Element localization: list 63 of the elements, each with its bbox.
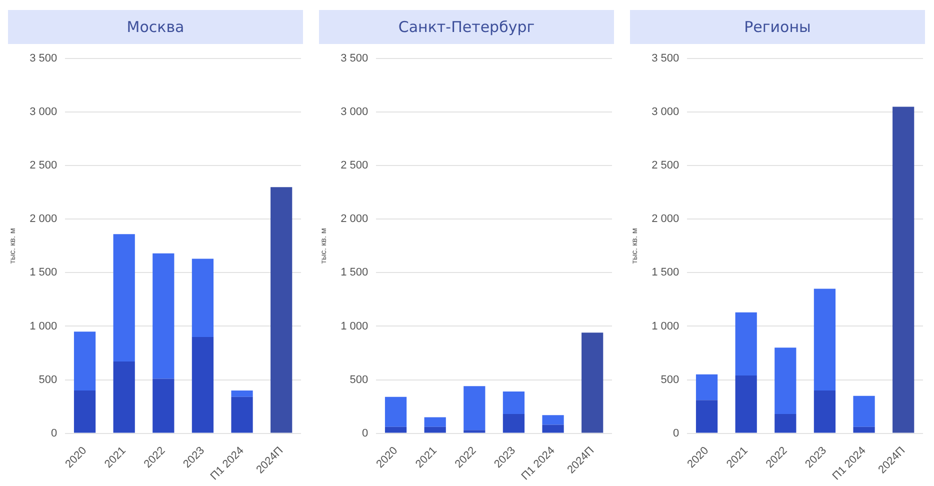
bar	[192, 336, 214, 433]
bar	[231, 390, 253, 397]
bar	[696, 400, 718, 433]
bar	[424, 417, 446, 427]
bar	[735, 375, 757, 433]
bar	[464, 386, 486, 430]
chart-title: Регионы	[630, 10, 925, 44]
y-tick-label: 1 000	[652, 320, 680, 332]
chart-title: Москва	[8, 10, 303, 44]
y-tick-label: 3 500	[652, 52, 680, 65]
bar	[113, 362, 135, 433]
y-tick-label: 500	[38, 374, 58, 386]
bar	[814, 390, 836, 433]
bar	[853, 426, 875, 433]
y-tick-label: 2 500	[340, 160, 368, 172]
bar	[424, 426, 446, 433]
y-tick-label: 2 500	[652, 160, 680, 172]
bar	[231, 396, 253, 433]
y-tick-label: 3 000	[340, 106, 368, 118]
bar	[74, 390, 96, 433]
y-tick-label: 1 000	[340, 320, 368, 332]
bar	[152, 253, 174, 379]
bar	[502, 414, 525, 433]
y-tick-label: 2 000	[30, 213, 58, 226]
bar	[542, 415, 564, 425]
bar	[542, 424, 564, 433]
bar	[696, 374, 718, 400]
y-tick-label: 3 500	[30, 52, 58, 65]
bar	[735, 312, 757, 376]
y-tick-label: 3 500	[340, 52, 368, 65]
y-tick-label: 3 000	[652, 106, 680, 118]
bar	[502, 392, 525, 414]
y-tick-label: 1 500	[30, 266, 58, 279]
bar	[892, 106, 914, 433]
y-tick-label: 2 000	[652, 213, 680, 226]
y-tick-label: 1 000	[30, 320, 58, 332]
bar	[74, 332, 96, 390]
bar	[464, 430, 486, 433]
bar	[152, 378, 174, 433]
bar	[774, 414, 796, 433]
y-tick-label: 500	[350, 374, 368, 386]
y-tick-label: 0	[673, 427, 680, 440]
y-axis-title: тыс. кв. м	[8, 228, 18, 264]
chart-title: Санкт-Петербург	[319, 10, 614, 44]
bar	[270, 187, 292, 433]
y-tick-label: 0	[362, 427, 368, 440]
bar	[582, 332, 604, 433]
bar	[192, 258, 214, 337]
y-tick-label: 2 500	[30, 160, 58, 172]
bar	[814, 288, 836, 390]
y-tick-label: 2 000	[340, 213, 368, 226]
bar	[774, 348, 796, 414]
y-axis-title: тыс. кв. м	[630, 228, 640, 264]
bar	[113, 234, 135, 362]
y-tick-label: 500	[660, 374, 680, 386]
y-axis-title: тыс. кв. м	[319, 228, 328, 264]
bar	[853, 396, 875, 427]
bar	[384, 426, 407, 433]
y-tick-label: 1 500	[340, 266, 368, 279]
y-tick-label: 3 000	[30, 106, 58, 118]
y-tick-label: 1 500	[652, 266, 680, 279]
bar	[384, 396, 407, 427]
y-tick-label: 0	[51, 427, 58, 440]
